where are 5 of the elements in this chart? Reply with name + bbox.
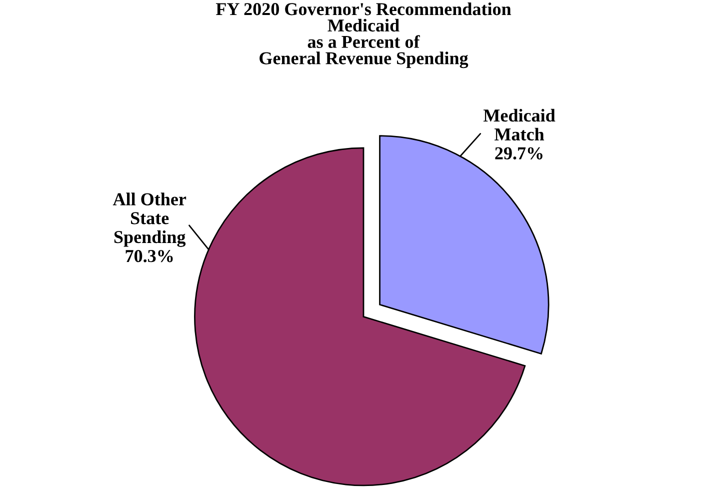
slice-label: All Other State Spending	[112, 192, 186, 247]
chart-title: FY 2020 Governor's Recommendation Medicaid as a Percent of General Revenue Spending	[216, 2, 512, 68]
data-label: 29.7%	[495, 147, 542, 160]
data-label: 70.3%	[126, 250, 173, 262]
slice-label: Medicaid Match	[483, 108, 556, 141]
